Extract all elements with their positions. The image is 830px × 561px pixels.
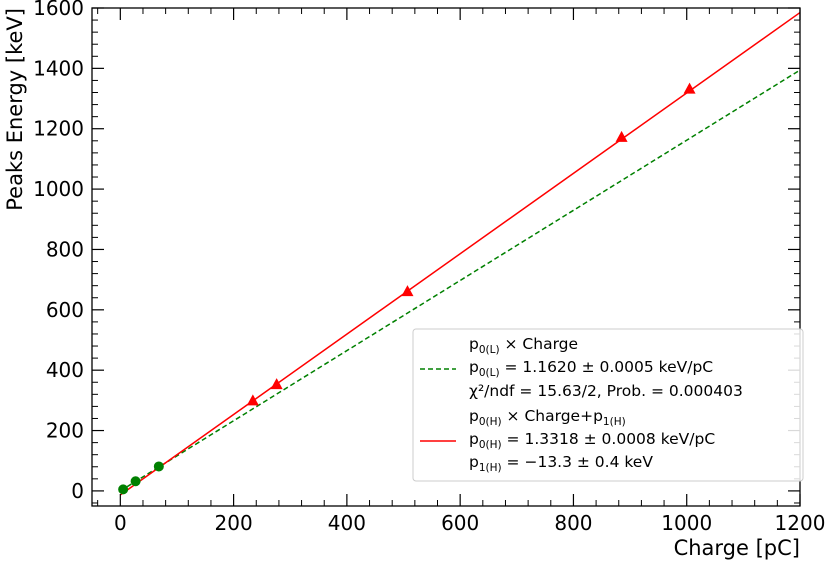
y-tick-label: 0 [71,479,84,503]
y-tick-label: 400 [46,358,84,382]
plot-frame [91,7,801,507]
legend-low-chi2: χ²/ndf = 15.63/2, Prob. = 0.000403 [469,382,743,400]
legend-low-formula: p0(L) × Charge [469,335,578,356]
data-markers [118,82,696,495]
data-point-triangle [246,394,259,406]
y-tick-label: 600 [46,298,84,322]
legend-high-param0: p0(H) = 1.3318 ± 0.0008 keV/pC [469,430,715,451]
data-point-circle [153,461,164,472]
data-point-triangle [401,285,414,297]
legend-box [412,328,804,482]
x-tick-label: 200 [215,511,253,535]
legend-high-param1: p1(H) = −13.3 ± 0.4 keV [469,453,653,474]
data-point-triangle [270,378,283,390]
legend-high-formula: p0(H) × Charge+p1(H) [469,407,626,428]
y-tick-label: 1000 [33,177,84,201]
x-tick-label: 600 [441,511,479,535]
x-tick-label: 800 [554,511,592,535]
data-point-triangle [683,82,696,94]
y-axis-title: Peaks Energy [keV] [3,8,27,211]
y-tick-label: 1600 [33,0,84,20]
data-point-circle [130,476,141,487]
x-axis-title: Charge [pC] [674,536,800,560]
axis-ticks [92,7,801,506]
tick-labels: 0 200 400 600 800 1000 1200 0 200 400 600 800 1000 12… [33,0,825,535]
y-tick-label: 200 [46,419,84,443]
x-tick-label: 400 [328,511,366,535]
y-tick-label: 1200 [33,117,84,141]
x-tick-label: 1200 [775,511,826,535]
legend-low-param: p0(L) = 1.1620 ± 0.0005 keV/pC [469,358,713,379]
x-tick-label: 1000 [661,511,712,535]
fit-line-low [119,69,801,492]
y-tick-label: 800 [46,237,84,261]
legend: p0(L) × Charge p0(L) = 1.1620 ± 0.0005 k… [412,328,804,482]
data-point-triangle [615,130,628,142]
data-point-circle [118,484,129,495]
x-tick-label: 0 [114,511,127,535]
y-tick-label: 1400 [33,56,84,80]
